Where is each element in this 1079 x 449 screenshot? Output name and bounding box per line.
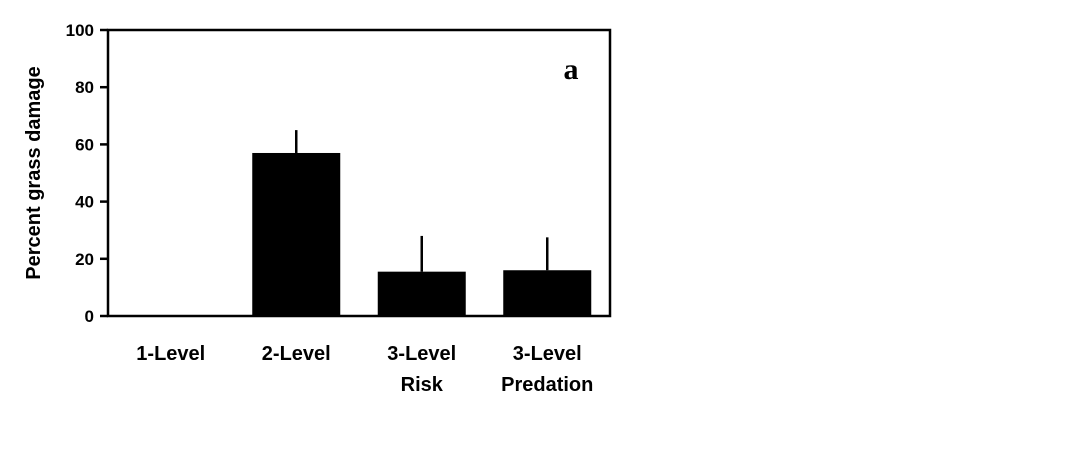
panel-label: a (564, 53, 579, 86)
bars-layer (252, 152, 592, 316)
y-axis-tick-labels: 0 20 40 60 80 100 (66, 21, 94, 326)
x-category-label: 3-Level (513, 343, 582, 365)
bar (377, 271, 466, 316)
plot-frame (106, 28, 612, 318)
y-tick-label: 80 (75, 78, 94, 97)
y-tick-label: 60 (75, 135, 94, 154)
x-axis-category-labels: 1-Level 2-Level 3-Level Risk 3-Level Predatio… (136, 343, 593, 396)
y-tick-label: 0 (85, 307, 94, 326)
y-axis-ticks (100, 28, 108, 318)
x-category-label: Risk (401, 374, 444, 396)
x-category-label: 1-Level (136, 343, 205, 365)
y-tick-label: 20 (75, 250, 94, 269)
y-tick-label: 100 (66, 21, 94, 40)
x-category-label: 3-Level (387, 343, 456, 365)
bar (252, 152, 341, 316)
y-axis-title: Percent grass damage (23, 66, 45, 279)
x-category-label: Predation (501, 374, 593, 396)
y-tick-label: 40 (75, 193, 94, 212)
bar (503, 270, 592, 316)
x-category-label: 2-Level (262, 343, 331, 365)
error-bars-layer (295, 130, 549, 272)
